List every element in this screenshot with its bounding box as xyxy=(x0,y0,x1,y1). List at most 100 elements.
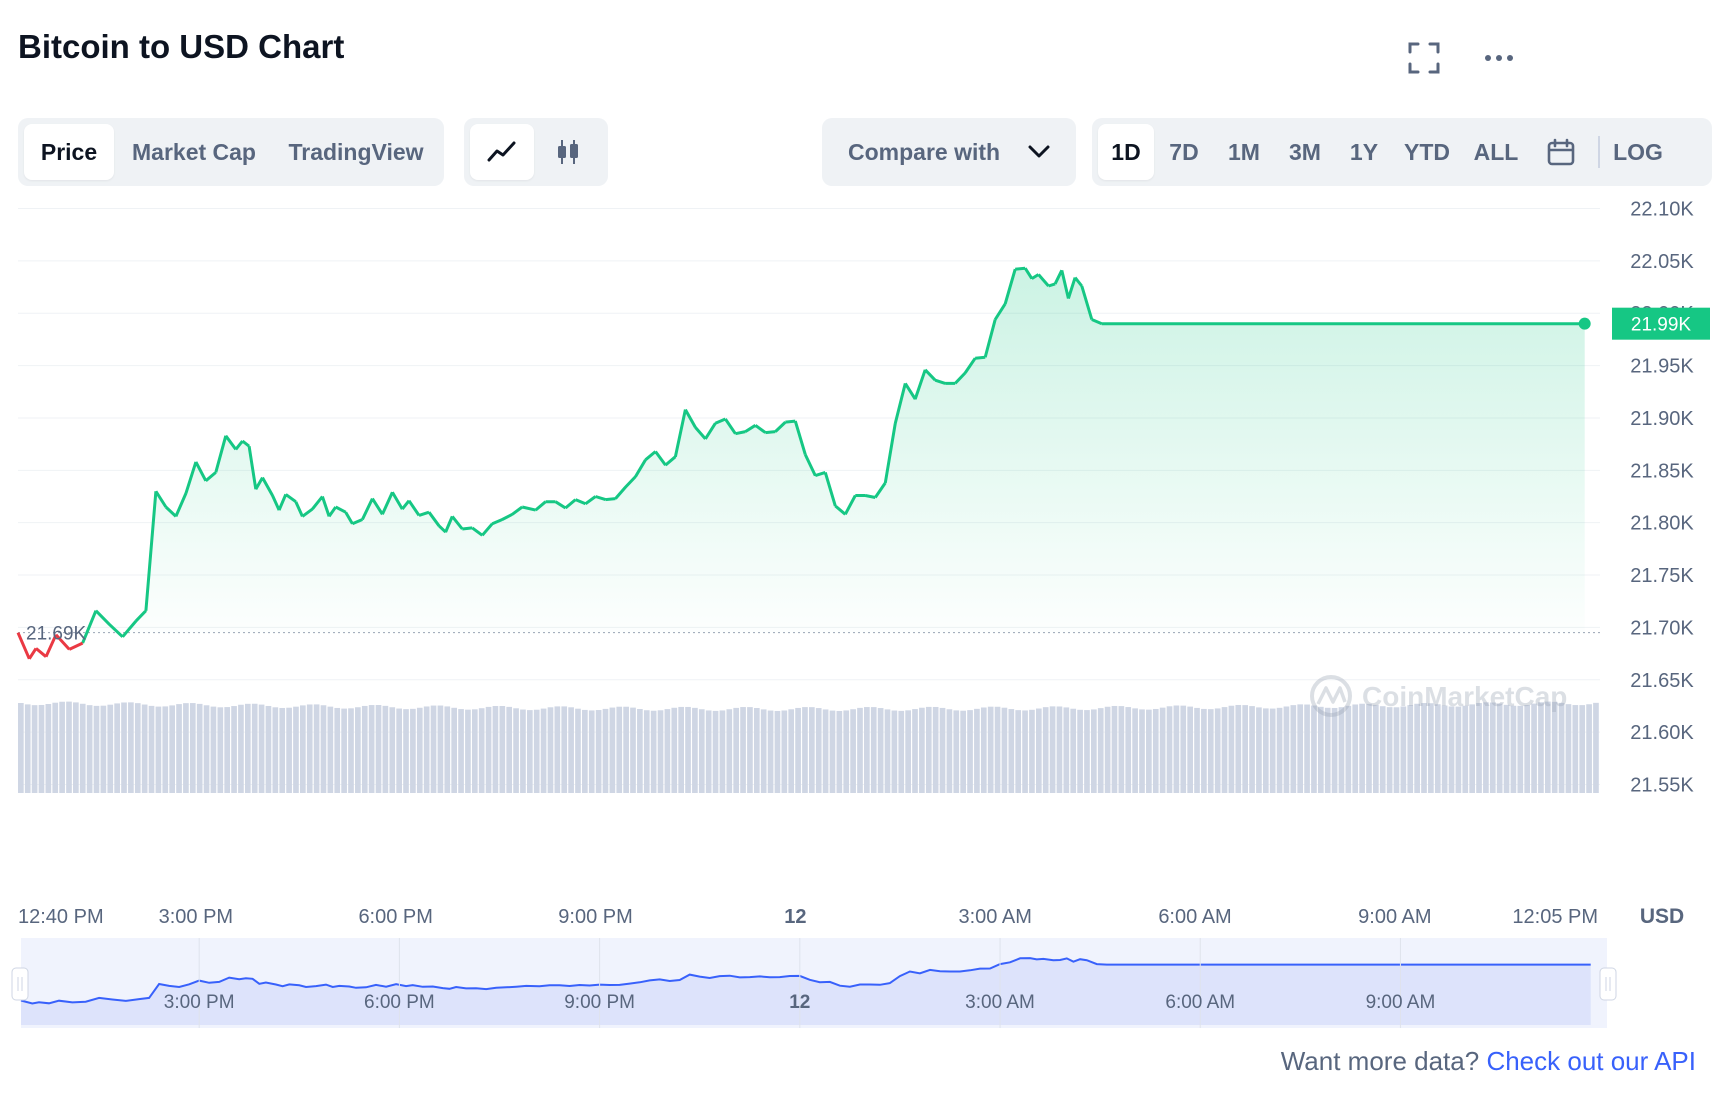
volume-bar xyxy=(1324,707,1331,793)
volume-bar xyxy=(183,703,189,793)
currency-label: USD xyxy=(1640,905,1684,928)
volume-bar xyxy=(547,707,554,793)
volume-bar xyxy=(623,706,629,793)
volume-bar xyxy=(1166,706,1173,793)
volume-bar xyxy=(1242,705,1249,793)
line-chart-button[interactable] xyxy=(470,124,534,180)
y-tick-label: 21.60K xyxy=(1630,722,1694,744)
volume-bar xyxy=(134,703,141,793)
volume-bar xyxy=(1063,707,1070,793)
volume-bar xyxy=(79,703,86,793)
volume-bar xyxy=(1421,703,1427,793)
range-all[interactable]: ALL xyxy=(1473,138,1519,165)
volume-bar xyxy=(293,706,299,793)
volume-bar xyxy=(265,705,272,793)
range-1d[interactable]: 1D xyxy=(1098,124,1154,180)
volume-bar xyxy=(471,709,478,793)
navigator-tick-label: 12 xyxy=(789,992,810,1013)
navigator-right-handle[interactable] xyxy=(1599,967,1617,1001)
log-toggle[interactable]: LOG xyxy=(1613,138,1663,165)
volume-bar xyxy=(1077,709,1083,793)
tab-price[interactable]: Price xyxy=(24,124,114,180)
volume-bar xyxy=(1496,703,1503,793)
volume-bar xyxy=(1118,706,1125,793)
range-1y[interactable]: 1Y xyxy=(1349,138,1379,165)
volume-bar xyxy=(1262,708,1269,793)
volume-bar xyxy=(829,710,836,793)
current-price-badge: 21.99K xyxy=(1612,307,1710,340)
volume-bar xyxy=(169,705,175,793)
volume-bar xyxy=(1056,706,1063,793)
navigator-tick-label: 3:00 AM xyxy=(965,992,1035,1013)
volume-bar xyxy=(1311,705,1317,793)
volume-bar xyxy=(148,705,155,793)
y-tick-label: 21.75K xyxy=(1630,565,1694,587)
volume-bar xyxy=(582,709,588,793)
volume-bar xyxy=(760,709,767,793)
volume-bar xyxy=(1001,707,1008,793)
range-7d[interactable]: 7D xyxy=(1169,138,1199,165)
volume-bar xyxy=(877,708,884,793)
volume-bar xyxy=(73,702,79,793)
volume-bar xyxy=(1345,705,1352,793)
range-1m[interactable]: 1M xyxy=(1228,138,1260,165)
chart-type-toggle xyxy=(464,118,608,186)
volume-bar xyxy=(1201,708,1207,793)
calendar-button[interactable] xyxy=(1530,124,1592,180)
volume-bar xyxy=(355,707,361,793)
volume-bar xyxy=(341,708,347,793)
tab-tradingview[interactable]: TradingView xyxy=(288,138,424,165)
price-chart[interactable]: CoinMarketCap 21.69K 22.10K22.05K22.00K2… xyxy=(0,190,1730,1035)
volume-bar xyxy=(1317,706,1324,793)
volume-bar xyxy=(1476,703,1482,793)
range-selector: 1D 7D 1M 3M 1Y YTD ALL LOG xyxy=(1092,118,1712,186)
range-3m[interactable]: 3M xyxy=(1289,138,1321,165)
volume-bar xyxy=(836,710,843,793)
volume-bar xyxy=(1593,702,1599,793)
volume-bar xyxy=(1448,706,1455,793)
volume-bar xyxy=(994,706,1001,793)
tab-market-cap[interactable]: Market Cap xyxy=(132,138,256,165)
range-ytd[interactable]: YTD xyxy=(1404,138,1450,165)
volume-bar xyxy=(513,708,519,793)
volume-bar xyxy=(1207,709,1214,793)
volume-bar xyxy=(637,708,643,793)
volume-bar xyxy=(1517,705,1524,793)
compare-dropdown[interactable]: Compare with xyxy=(822,118,1076,186)
volume-bar xyxy=(616,706,623,793)
volume-bar xyxy=(492,706,499,793)
volume-bar xyxy=(912,709,918,793)
footer-api-prompt: Want more data? Check out our API xyxy=(1281,1046,1696,1077)
candlestick-button[interactable] xyxy=(534,124,602,180)
volume-bar xyxy=(767,710,774,793)
x-tick-label: 9:00 PM xyxy=(558,906,632,928)
more-horizontal-icon[interactable] xyxy=(1482,40,1518,76)
volume-bar xyxy=(1586,704,1592,793)
volume-bar xyxy=(960,710,966,793)
volume-bar xyxy=(141,704,148,793)
volume-bar xyxy=(1531,703,1537,793)
volume-bar xyxy=(334,707,341,793)
y-tick-label: 21.95K xyxy=(1630,356,1694,378)
volume-bar xyxy=(609,707,616,793)
volume-bar xyxy=(1538,702,1544,793)
volume-bar xyxy=(217,707,224,793)
volume-bar xyxy=(795,707,801,793)
volume-bar xyxy=(107,704,114,793)
volume-bar xyxy=(1352,704,1359,793)
baseline-label: 21.69K xyxy=(26,624,87,645)
volume-bar xyxy=(361,705,368,793)
navigator-left-handle[interactable] xyxy=(11,967,29,1001)
volume-bar xyxy=(1359,703,1365,793)
api-link[interactable]: Check out our API xyxy=(1486,1046,1696,1076)
volume-bar xyxy=(444,706,451,793)
volume-bar xyxy=(919,707,925,793)
volume-bar xyxy=(1042,707,1049,793)
volume-bar xyxy=(499,706,506,793)
x-tick-label: 3:00 PM xyxy=(159,906,233,928)
range-navigator[interactable]: 3:00 PM 6:00 PM 9:00 PM 12 3:00 AM 6:00 AM 9:0… xyxy=(11,938,1617,1028)
fullscreen-icon[interactable] xyxy=(1406,40,1442,76)
volume-bar xyxy=(1152,708,1159,793)
volume-bar xyxy=(685,706,691,793)
range-divider xyxy=(1598,136,1600,168)
